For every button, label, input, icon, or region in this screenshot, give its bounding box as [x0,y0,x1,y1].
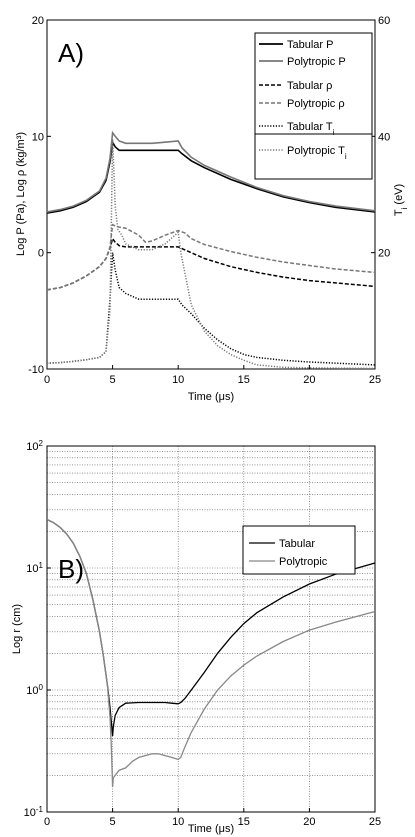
x-tick-label: 25 [369,816,381,828]
x-tick-label: 20 [303,374,315,386]
panel-a-x-ticks: 0 5 10 15 20 25 [44,365,381,386]
legend-label-tabular: Tabular [279,538,315,550]
x-tick-label: 20 [303,816,315,828]
legend-label-polytropic-ti: Polytropic Ti [287,145,347,161]
legend-label-tabular-ti: Tabular Ti [287,121,335,137]
panel-a-x-axis-label: Time (μs) [188,391,234,403]
series-line-polytropic [46,518,376,788]
series-line-polytropic-ti [46,139,376,370]
panel-a-legend-box-upper [254,32,373,135]
y-tick-label: 100 [26,683,43,698]
panel-a-legend: Tabular P Polytropic P Tabular ρ Polytropic… [254,32,373,180]
legend-label-tabular: Tabular ρ [287,80,332,92]
panel-b-label: B) [58,554,84,584]
x-tick-label: 0 [44,374,50,386]
x-tick-label: 10 [172,816,184,828]
panel-b: 0 5 10 15 20 25 10-1 100 101 102 B) Time (μs) Lo… [11,439,381,836]
panel-b-series-lines [46,518,376,788]
panel-a-y2-ticks: 20 40 60 [371,15,390,260]
legend-label-tabular-p: Tabular P [287,39,333,51]
panel-b-x-axis-label: Time (μs) [188,823,234,835]
panel-b-y-axis-label: Log r (cm) [11,604,23,654]
x-tick-label: 15 [238,374,250,386]
legend-label-polytropic: Polytropic ρ [287,98,345,110]
y-tick-label: 102 [26,439,43,454]
series-line-tabular-ti [46,252,376,366]
y-tick-label: -10 [28,364,44,376]
y-tick-label: 0 [38,248,44,260]
x-tick-label: 10 [172,374,184,386]
panel-b-legend-box [242,525,356,575]
y-tick-label: 20 [32,15,44,27]
series-line-polytropic [46,223,376,291]
panel-a-y-axis-label: Log P (Pa), Log ρ (kg/m³) [15,132,27,256]
y-tick-label: 101 [26,561,43,576]
legend-label-polytropic: Polytropic [279,556,328,568]
panel-a-y-ticks: -10 0 10 20 [28,15,51,376]
panel-b-y-ticks: 10-1 100 101 102 [24,439,51,820]
y2-tick-label: 60 [378,15,390,27]
legend-label-polytropic-p: Polytropic P [287,56,346,68]
series-line-tabular-p [46,139,376,214]
panel-b-x-ticks: 0 5 10 15 20 25 [44,808,381,828]
panel-a-legend-box-lower [254,133,373,180]
y2-tick-label: 40 [378,131,390,143]
x-tick-label: 0 [44,816,50,828]
panel-b-plot-area [46,445,376,813]
x-tick-label: 25 [369,374,381,386]
panel-b-grid [47,446,375,812]
series-line-polytropic-p [46,130,376,213]
panel-a-series-lines [46,130,376,370]
y2-tick-label: 20 [378,248,390,260]
panel-b-legend: Tabular Polytropic [242,525,356,575]
x-tick-label: 15 [238,816,250,828]
panel-a-plot-area [46,19,376,370]
panel-a-y2-axis-label: Ti (eV) [393,184,409,216]
y-tick-label: 10-1 [24,805,44,820]
y-tick-label: 10 [32,131,44,143]
x-tick-label: 5 [110,816,116,828]
x-tick-label: 5 [110,374,116,386]
panel-a-label: A) [58,38,84,68]
